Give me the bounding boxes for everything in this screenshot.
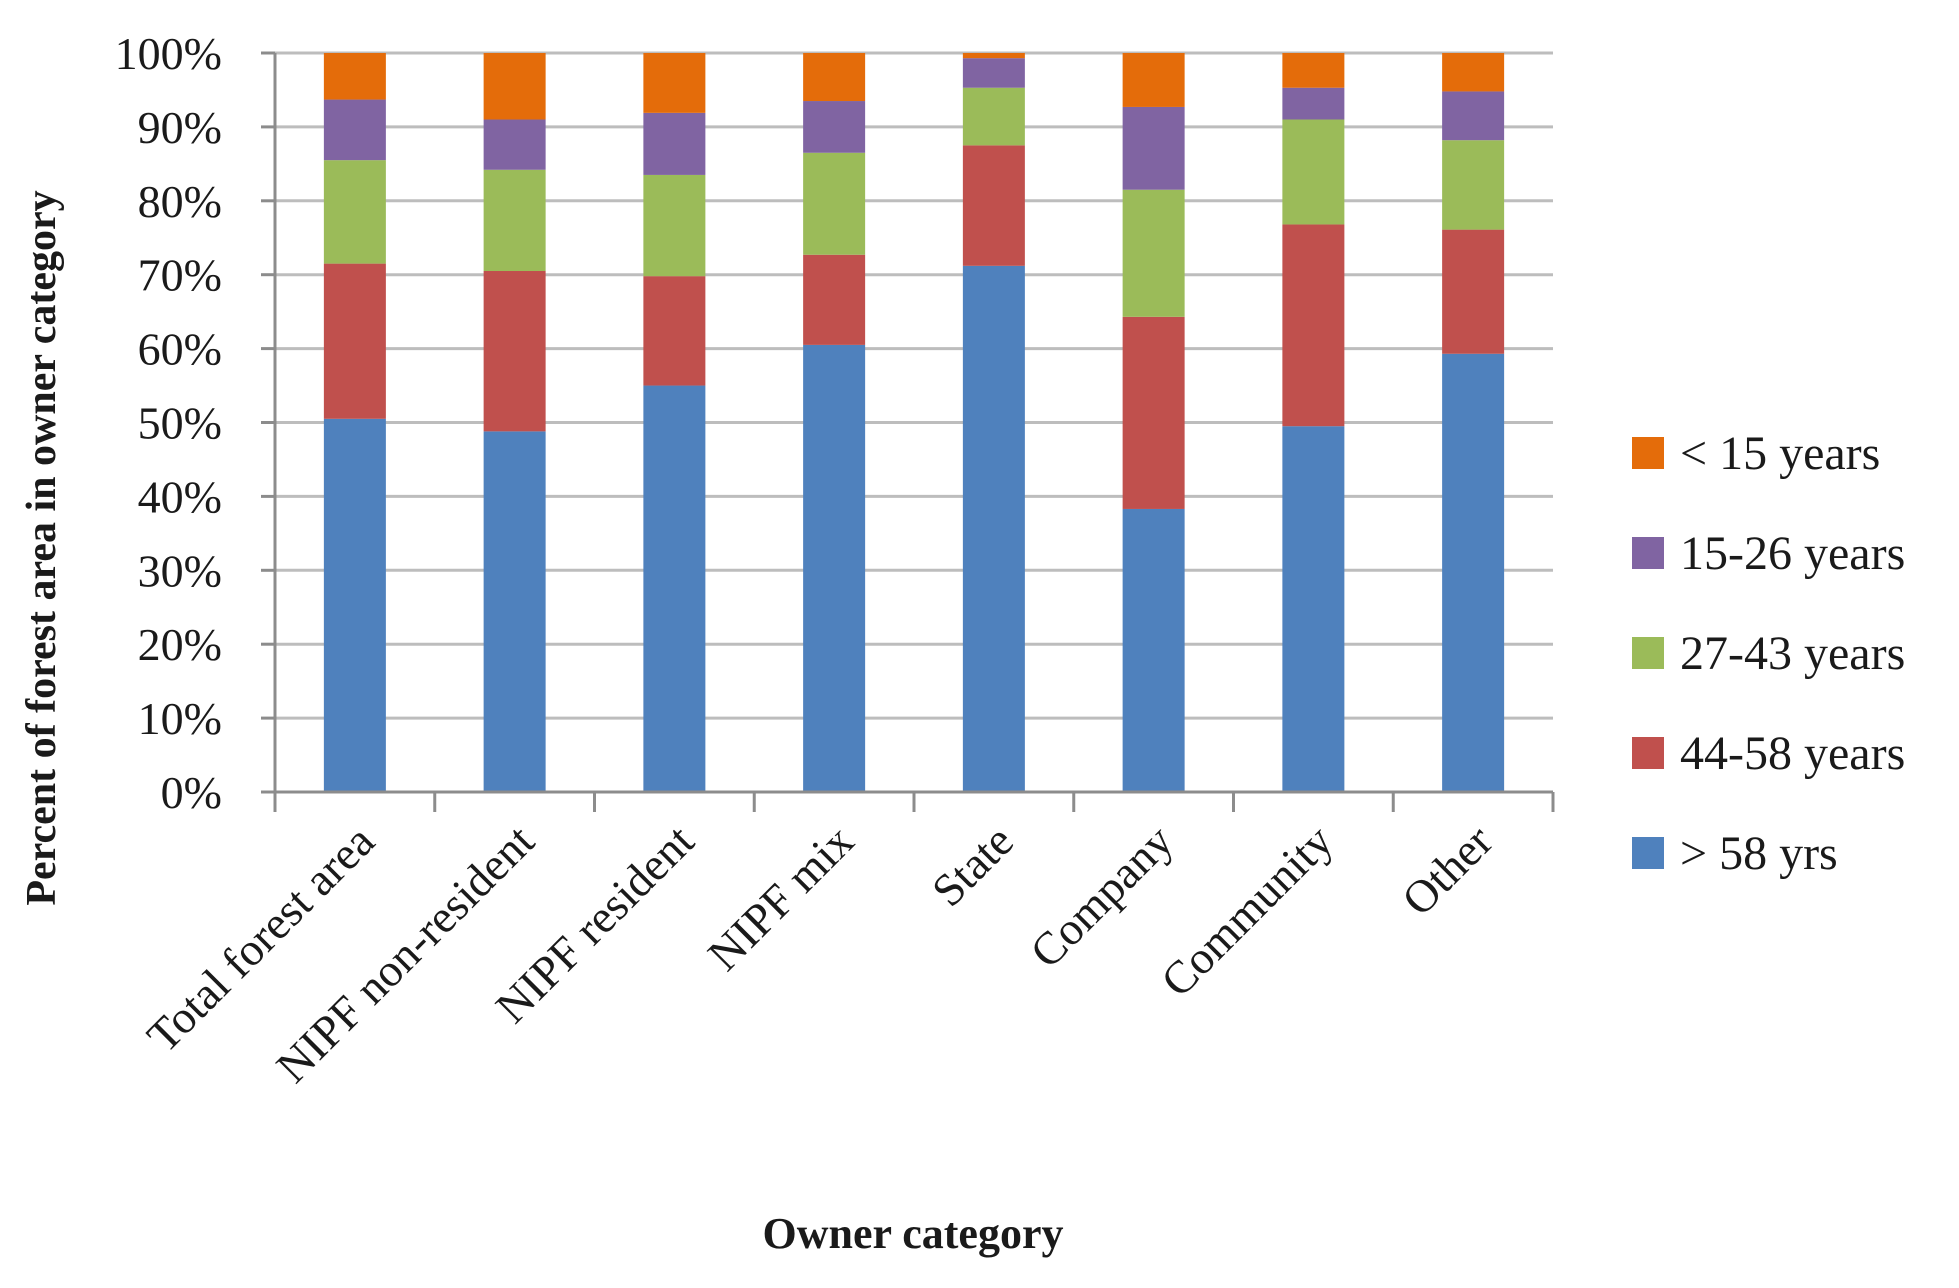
bar-segment [643, 174, 706, 277]
y-tick-label: 20% [138, 619, 222, 670]
bar-segment [803, 344, 866, 792]
bar-segment [1442, 140, 1505, 230]
y-tick-label: 90% [138, 102, 222, 153]
bar-segment [962, 145, 1025, 266]
x-category-label: Other [1392, 815, 1502, 925]
y-tick-label: 0% [161, 767, 222, 818]
bar-segment [962, 58, 1025, 88]
bar-segment [1442, 53, 1505, 92]
bar-segment [323, 99, 386, 161]
y-axis-ticks: 0% 10% 20% 30% 40% 50% 60% 70% 80% 90% 100% [115, 28, 275, 818]
bar-segment [483, 53, 546, 120]
y-tick-label: 80% [138, 176, 222, 227]
legend-swatch [1632, 537, 1664, 569]
y-tick-label: 50% [138, 398, 222, 449]
bar-segment [962, 87, 1025, 146]
legend-swatch [1632, 437, 1664, 469]
y-tick-label: 60% [138, 324, 222, 375]
y-tick-label: 10% [138, 693, 222, 744]
legend: < 15 years 15-26 years 27-43 years 44-58 ye… [1632, 427, 1905, 880]
legend-swatch [1632, 637, 1664, 669]
bar-segment [1122, 189, 1185, 317]
bar-segment [1282, 119, 1345, 225]
bar-segment [803, 254, 866, 345]
gridlines [275, 51, 1553, 794]
bar-segment [1122, 316, 1185, 509]
bar-segment [1282, 53, 1345, 88]
bar-segment [962, 53, 1025, 59]
legend-label: 15-26 years [1680, 527, 1905, 580]
bar-segment [962, 265, 1025, 792]
bar-segment [1122, 53, 1185, 107]
bar-segment [323, 160, 386, 264]
legend-label: > 58 yrs [1680, 827, 1838, 880]
bar-segment [323, 418, 386, 792]
bar-segment [323, 53, 386, 100]
legend-label: 44-58 years [1680, 727, 1905, 780]
legend-swatch [1632, 737, 1664, 769]
bar-segment [483, 119, 546, 170]
bar-segment [1282, 224, 1345, 427]
bar-segment [643, 276, 706, 386]
bar-segment [483, 169, 546, 272]
bar-segment [1282, 87, 1345, 120]
bar-segment [803, 101, 866, 153]
x-category-label: Community [1151, 815, 1342, 1006]
bar-segment [643, 112, 706, 175]
y-tick-label: 70% [138, 250, 222, 301]
y-axis-label: Percent of forest area in owner category [19, 190, 65, 905]
bar-segment [643, 53, 706, 113]
y-tick-label: 30% [138, 545, 222, 596]
bar-segment [483, 431, 546, 792]
bar-segment [643, 385, 706, 792]
legend-label: 27-43 years [1680, 627, 1905, 680]
axes [273, 53, 1555, 812]
bar-segment [803, 152, 866, 255]
bar-segment [1442, 229, 1505, 354]
y-tick-label: 100% [115, 28, 222, 79]
x-axis-label: Owner category [763, 1209, 1064, 1258]
bar-segment [1282, 426, 1345, 792]
y-tick-label: 40% [138, 471, 222, 522]
bar-segment [1122, 508, 1185, 792]
x-category-label: Company [1020, 815, 1183, 978]
legend-label: < 15 years [1680, 427, 1880, 480]
bar-segment [1122, 106, 1185, 190]
bar-segment [483, 271, 546, 432]
x-category-label: State [922, 815, 1023, 916]
bar-segment [1442, 91, 1505, 141]
bar-segment [803, 53, 866, 102]
legend-swatch [1632, 837, 1664, 869]
x-category-label: NIPF mix [698, 815, 863, 980]
bars [323, 53, 1505, 792]
bar-segment [1442, 353, 1505, 792]
bar-segment [323, 263, 386, 419]
